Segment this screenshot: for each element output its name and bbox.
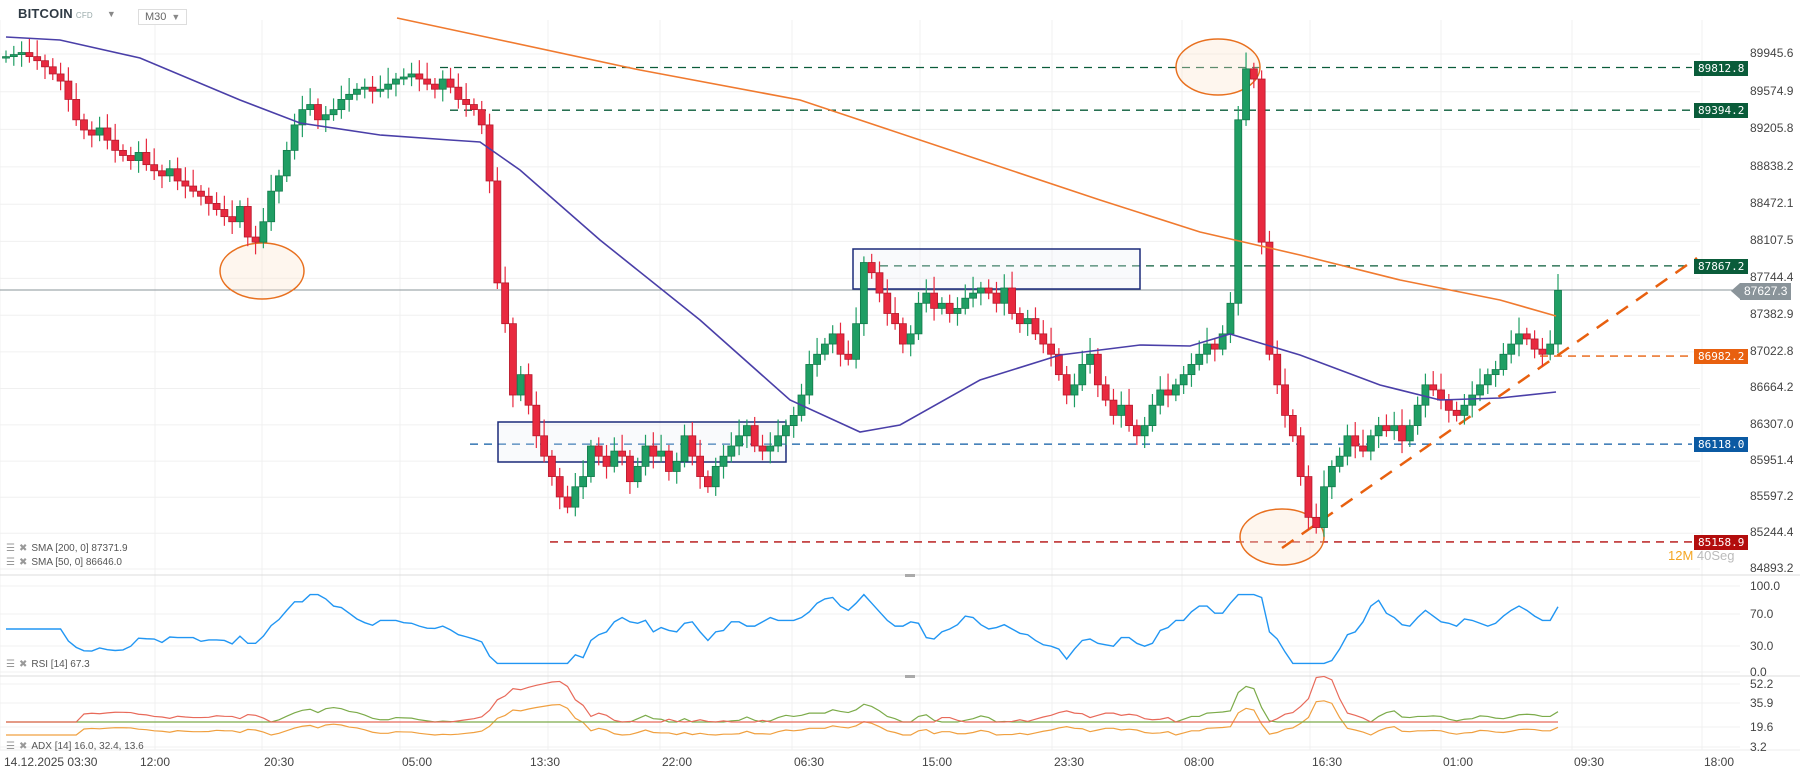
candles [2, 38, 1562, 537]
time-tick: 08:00 [1184, 755, 1215, 769]
price-tick: 88472.1 [1750, 196, 1794, 211]
rsi-tick: 0.0 [1750, 665, 1767, 679]
timeframe-label: M30 [145, 11, 167, 23]
time-tick: 12:00 [140, 755, 171, 769]
settings-icon[interactable]: ☰ [6, 741, 15, 752]
price-tick: 85951.4 [1750, 453, 1794, 468]
time-tick: 14.12.2025 03:30 [4, 755, 98, 769]
timeframe-selector[interactable]: M30 ▼ [138, 9, 188, 25]
time-tick: 16:30 [1312, 755, 1343, 769]
time-tick: 23:30 [1054, 755, 1085, 769]
time-tick: 05:00 [402, 755, 433, 769]
close-icon[interactable]: ✖ [18, 659, 28, 670]
price-level-tag[interactable]: 86118.0 [1694, 437, 1749, 453]
time-tick: 22:00 [662, 755, 693, 769]
adx-tick: 19.6 [1750, 720, 1774, 734]
current-price-tag: 87627.3 [1730, 283, 1792, 300]
candle-countdown: 12M 40Seg [1668, 548, 1735, 563]
adx-tick: 35.9 [1750, 696, 1774, 710]
chevron-down-icon: ▼ [171, 12, 181, 22]
symbol-name: BITCOIN CFD [18, 6, 93, 21]
price-tick: 84893.2 [1750, 561, 1794, 575]
adx-tick: 3.2 [1750, 740, 1767, 754]
close-icon[interactable]: ✖ [18, 543, 28, 554]
time-tick: 15:00 [922, 755, 953, 769]
close-icon[interactable]: ✖ [18, 741, 28, 752]
price-tick: 88107.5 [1750, 233, 1794, 248]
rsi-tick: 30.0 [1750, 639, 1774, 653]
chevron-down-icon: ▼ [106, 8, 116, 19]
price-tick: 88838.2 [1750, 158, 1794, 173]
price-level-tag[interactable]: 89812.8 [1694, 60, 1749, 76]
adx-tick: 52.2 [1750, 677, 1774, 691]
price-tick: 89205.8 [1750, 121, 1794, 136]
settings-icon[interactable]: ☰ [6, 557, 15, 568]
symbol-selector[interactable]: BITCOIN CFD ▼ [18, 6, 116, 21]
price-tick: 89945.6 [1750, 46, 1794, 60]
legend-adx: ☰ ✖ ADX [14] 16.0, 32.4, 13.6 [6, 741, 144, 752]
price-tick: 85597.2 [1750, 489, 1794, 504]
grid [0, 20, 1740, 750]
legend-sma50: ☰ ✖ SMA [50, 0] 86646.0 [6, 557, 122, 568]
time-tick: 06:30 [794, 755, 825, 769]
close-icon[interactable]: ✖ [18, 557, 28, 568]
settings-icon[interactable]: ☰ [6, 543, 15, 554]
price-level-tag[interactable]: 85158.9 [1694, 534, 1749, 550]
rsi-tick: 100.0 [1750, 579, 1781, 593]
time-tick: 13:30 [530, 755, 561, 769]
price-tick: 87022.8 [1750, 343, 1794, 358]
panel-dividers [0, 574, 1800, 751]
price-tick: 86664.2 [1750, 380, 1794, 395]
price-tick: 87382.9 [1750, 307, 1794, 322]
indicator-lines [5, 17, 1559, 736]
time-tick: 18:00 [1704, 755, 1735, 769]
price-tick: 87744.4 [1750, 270, 1794, 285]
time-tick: 09:30 [1574, 755, 1605, 769]
time-tick: 20:30 [264, 755, 295, 769]
time-tick: 01:00 [1443, 755, 1474, 769]
price-level-tag[interactable]: 87867.2 [1694, 258, 1749, 274]
settings-icon[interactable]: ☰ [6, 659, 15, 670]
price-tick: 85244.4 [1750, 525, 1794, 540]
price-level-tag[interactable]: 89394.2 [1694, 103, 1749, 119]
price-tick: 86307.0 [1750, 416, 1794, 431]
legend-rsi: ☰ ✖ RSI [14] 67.3 [6, 659, 90, 670]
chart-annotations [0, 38, 1740, 566]
legend-sma200: ☰ ✖ SMA [200, 0] 87371.9 [6, 543, 128, 554]
price-tick: 89574.9 [1750, 83, 1794, 98]
rsi-tick: 70.0 [1750, 607, 1774, 621]
price-level-tag[interactable]: 86982.2 [1694, 349, 1749, 365]
